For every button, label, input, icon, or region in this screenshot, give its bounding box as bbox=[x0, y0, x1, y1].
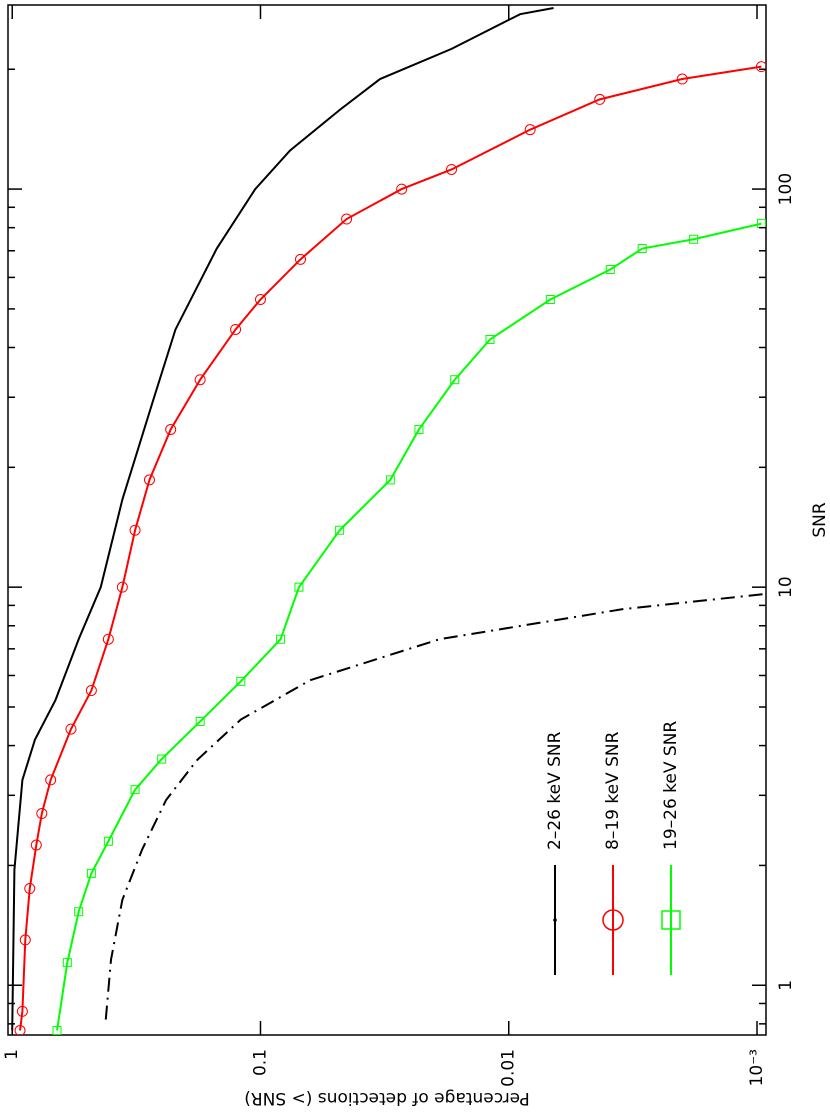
data-point bbox=[62, 958, 72, 968]
data-point bbox=[637, 244, 647, 254]
data-point bbox=[195, 716, 205, 726]
legend-marker bbox=[602, 909, 624, 931]
series-line bbox=[19, 65, 762, 1031]
y-tick-label: 0.1 bbox=[250, 1049, 270, 1076]
data-point bbox=[129, 524, 141, 536]
data-point bbox=[30, 839, 42, 851]
data-point bbox=[14, 1024, 26, 1035]
data-point bbox=[143, 474, 155, 486]
data-point bbox=[755, 61, 766, 73]
x-tick-label: 10 bbox=[776, 576, 796, 598]
legend-label: 19–26 keV SNR bbox=[661, 721, 681, 850]
x-tick-label: 100 bbox=[776, 173, 796, 205]
data-point bbox=[689, 234, 699, 244]
data-point bbox=[102, 633, 114, 645]
rotated-plot: SNR Percentage of detections (> SNR) 110… bbox=[2, 4, 830, 1108]
data-point bbox=[545, 294, 555, 304]
data-point bbox=[446, 163, 458, 175]
data-point bbox=[230, 323, 242, 335]
data-point bbox=[52, 1025, 62, 1035]
data-point bbox=[19, 934, 31, 946]
y-tick-label: 10⁻³ bbox=[747, 1049, 767, 1086]
plot-frame bbox=[7, 4, 767, 1036]
legend-marker bbox=[661, 910, 681, 930]
data-point bbox=[676, 73, 688, 85]
y-tick-label: 1 bbox=[2, 1049, 22, 1060]
data-point bbox=[485, 334, 495, 344]
data-point bbox=[85, 685, 97, 697]
y-tick-label: 0.01 bbox=[499, 1049, 519, 1087]
legend-label: 2–26 keV SNR bbox=[545, 731, 565, 850]
legend-label: 8–19 keV SNR bbox=[603, 731, 623, 850]
x-tick-label: 1 bbox=[776, 980, 796, 991]
data-point bbox=[335, 525, 345, 535]
data-point bbox=[414, 424, 424, 434]
data-point bbox=[254, 293, 266, 305]
series-line bbox=[104, 593, 763, 1020]
data-point bbox=[385, 475, 395, 485]
data-point bbox=[341, 213, 353, 225]
data-point bbox=[157, 754, 167, 764]
data-point bbox=[24, 883, 36, 895]
data-point bbox=[396, 183, 408, 195]
data-point bbox=[276, 634, 286, 644]
data-point bbox=[65, 723, 77, 735]
data-point bbox=[45, 774, 57, 786]
data-point bbox=[74, 907, 84, 917]
data-point bbox=[524, 124, 536, 136]
data-point bbox=[594, 93, 606, 105]
data-point bbox=[194, 374, 206, 386]
data-point bbox=[236, 676, 246, 686]
series-line bbox=[56, 222, 762, 1031]
legend-marker bbox=[553, 918, 557, 922]
data-point bbox=[450, 375, 460, 385]
plot-area bbox=[11, 7, 766, 1035]
data-point bbox=[103, 836, 113, 846]
y-axis-label: Percentage of detections (> SNR) bbox=[244, 1088, 530, 1108]
data-point bbox=[294, 253, 306, 265]
x-axis-label: SNR bbox=[810, 502, 830, 538]
series-line bbox=[11, 7, 554, 1031]
data-point bbox=[605, 265, 615, 275]
data-point bbox=[130, 785, 140, 795]
data-point bbox=[16, 1005, 28, 1017]
data-point bbox=[86, 868, 96, 878]
data-point bbox=[116, 581, 128, 593]
data-point bbox=[294, 582, 304, 592]
data-point bbox=[165, 423, 177, 435]
data-point bbox=[36, 808, 48, 820]
